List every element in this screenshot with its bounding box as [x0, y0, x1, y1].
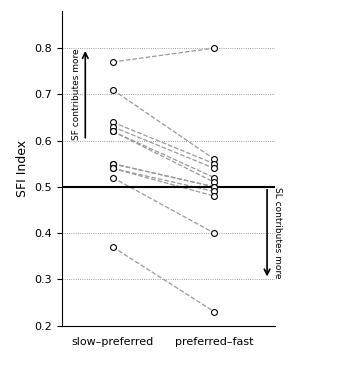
Point: [110, 244, 116, 250]
Point: [212, 193, 217, 199]
Point: [110, 128, 116, 134]
Y-axis label: SFI Index: SFI Index: [16, 140, 29, 197]
Text: preferred–fast: preferred–fast: [175, 337, 254, 347]
Point: [212, 184, 217, 190]
Point: [212, 156, 217, 162]
Point: [212, 161, 217, 167]
Text: SL contributes more: SL contributes more: [273, 187, 282, 279]
Point: [110, 124, 116, 130]
Point: [212, 45, 217, 51]
Point: [110, 59, 116, 65]
Point: [110, 165, 116, 171]
Point: [212, 188, 217, 194]
Point: [212, 230, 217, 236]
Text: SF contributes more: SF contributes more: [72, 48, 80, 140]
Point: [110, 128, 116, 134]
Point: [110, 161, 116, 167]
Point: [110, 87, 116, 93]
Point: [212, 184, 217, 190]
Point: [212, 175, 217, 181]
Point: [110, 165, 116, 171]
Point: [110, 175, 116, 181]
Point: [212, 179, 217, 185]
Text: slow–preferred: slow–preferred: [72, 337, 154, 347]
Point: [110, 161, 116, 167]
Point: [110, 119, 116, 125]
Point: [212, 165, 217, 171]
Point: [212, 309, 217, 314]
